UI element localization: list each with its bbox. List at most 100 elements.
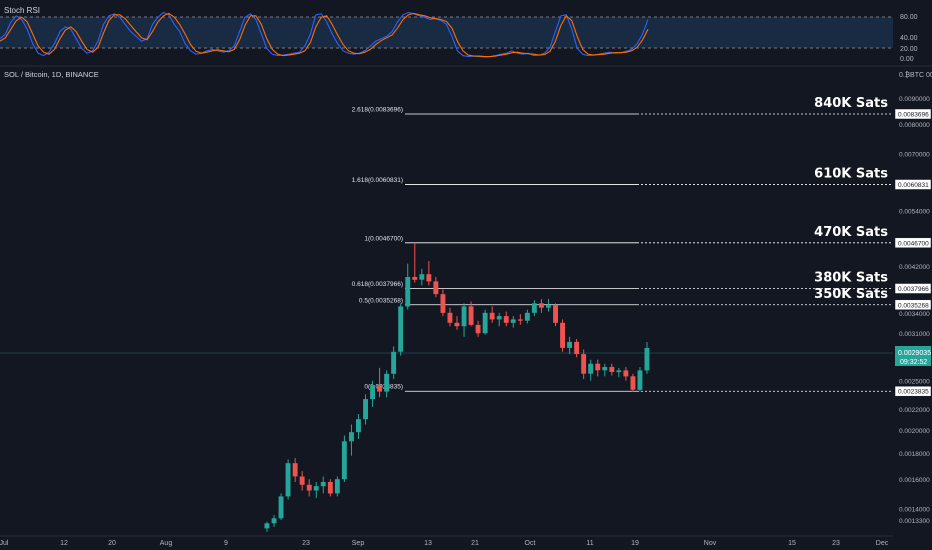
candle-body: [517, 319, 523, 321]
candle-body: [574, 341, 580, 355]
sats-annotation: 470K Sats: [814, 225, 888, 240]
stoch-d-line: [0, 12, 649, 58]
candle-body: [264, 523, 270, 529]
price-tick: 0.0080000: [899, 122, 930, 129]
candle-body: [412, 277, 418, 280]
candle-body: [623, 370, 629, 377]
indicator-label[interactable]: Stoch RSI: [4, 6, 40, 15]
candle-body: [327, 482, 333, 494]
sats-annotation: 610K Sats: [814, 167, 888, 182]
candle-body: [384, 373, 390, 392]
candle-body: [320, 482, 326, 487]
candle-body: [447, 312, 453, 323]
fib-price-tag-text: 0.0083696: [898, 112, 929, 119]
price-axis-unit: 0.₿BTC 00: [899, 71, 932, 79]
rsi-tick-80: 80.00: [900, 14, 918, 21]
price-tick: 0.0013300: [899, 518, 930, 525]
fib-level-label: 0.5(0.0035268): [359, 297, 403, 304]
candle-body: [278, 496, 284, 519]
fib-level-label: 0(0.0023835): [364, 384, 403, 391]
price-tick: 0.0020000: [899, 428, 930, 435]
rsi-tick-20: 20.00: [900, 46, 918, 53]
price-tick: 0.0042000: [899, 264, 930, 271]
candle-body: [341, 441, 347, 480]
candle-body: [377, 385, 382, 392]
candle-body: [560, 322, 565, 348]
fib-price-tag-text: 0.0037966: [898, 286, 929, 293]
candle-body: [440, 294, 446, 313]
candle-body: [567, 341, 572, 348]
candle-body: [524, 312, 530, 321]
time-tick: 12: [60, 540, 68, 547]
time-tick: Dec: [876, 540, 889, 547]
time-tick: 23: [832, 540, 840, 547]
candle-body: [510, 319, 516, 323]
rsi-tick-40: 40.00: [900, 35, 918, 42]
candle-body: [475, 324, 481, 334]
price-tick: 0.0034000: [899, 311, 930, 318]
candle-body: [539, 303, 544, 308]
time-tick: 9: [224, 540, 228, 547]
price-tick: 0.0025000: [899, 379, 930, 386]
candle-body: [637, 370, 643, 390]
time-axis[interactable]: Jul 12 20 Aug 9 23 Sep 13 21 Oct 11 19 Nov 15 23 Dec: [0, 540, 889, 547]
candle-body: [334, 479, 340, 494]
candle-body: [489, 312, 495, 320]
candle-body: [292, 463, 298, 477]
candle-body: [602, 367, 608, 371]
price-axis[interactable]: 0.0090000 0.0080000 0.0070000 0.0054000 0.00…: [899, 96, 930, 525]
time-tick: 15: [788, 540, 796, 547]
candle-body: [531, 303, 537, 313]
fib-price-tag: [894, 237, 932, 249]
candle-body: [503, 316, 509, 323]
price-tick: 0.0018000: [899, 451, 930, 458]
candle-body: [405, 277, 411, 307]
candles: [264, 242, 650, 532]
candle-body: [313, 486, 319, 491]
price-tick: 0.0031000: [899, 331, 930, 338]
fib-price-tag: [894, 299, 932, 311]
candle-body: [285, 463, 291, 497]
rsi-lines: [0, 11, 649, 58]
price-tick: 0.0014000: [899, 507, 930, 514]
candle-body: [546, 305, 551, 308]
fib-price-tag: [894, 108, 932, 120]
symbol-title: SOL / Bitcoin, 1D, BINANCE: [4, 70, 99, 79]
price-tick: 0.0016000: [899, 477, 930, 484]
sats-annotation: 380K Sats: [814, 271, 888, 286]
candle-body: [398, 306, 404, 352]
candle-body: [644, 348, 650, 371]
countdown-value: 09:32:52: [900, 359, 927, 366]
price-tick: 0.0070000: [899, 152, 930, 159]
time-tick: Aug: [160, 540, 173, 547]
candle-body: [553, 305, 558, 323]
candle-body: [306, 484, 312, 491]
fib-level-label: 2.618(0.0083696): [352, 107, 403, 114]
fib-price-tag: [894, 179, 932, 190]
candle-body: [370, 385, 375, 400]
fib-price-tag: [894, 385, 932, 397]
time-tick: Sep: [352, 540, 365, 547]
candle-body: [595, 363, 601, 371]
time-tick: 19: [631, 540, 639, 547]
fib-price-tag-text: 0.0046700: [898, 240, 929, 247]
time-tick: Oct: [525, 540, 536, 547]
candle-body: [482, 312, 488, 334]
fibonacci-retracement[interactable]: 2.618(0.0083696) 840K Sats 0.0083696 1.618(…: [352, 96, 932, 397]
fib-price-tag-text: 0.0035268: [898, 302, 929, 309]
fib-price-tag-text: 0.0060831: [898, 182, 929, 189]
candle-body: [468, 306, 474, 325]
fib-level-label: 1.618(0.0060831): [352, 177, 403, 184]
time-tick: Nov: [704, 540, 717, 547]
fib-price-tag-text: 0.0023835: [898, 389, 929, 396]
candle-body: [271, 518, 277, 524]
candle-body: [391, 351, 397, 374]
last-price-value: 0.0029035: [898, 350, 931, 357]
time-tick: 20: [108, 540, 116, 547]
fib-level-label: 1(0.0046700): [364, 235, 403, 242]
last-price-tag: [895, 346, 931, 366]
fib-level-label: 0.618(0.0037966): [352, 281, 403, 288]
candle-body: [426, 274, 432, 282]
candle-body: [299, 476, 305, 485]
